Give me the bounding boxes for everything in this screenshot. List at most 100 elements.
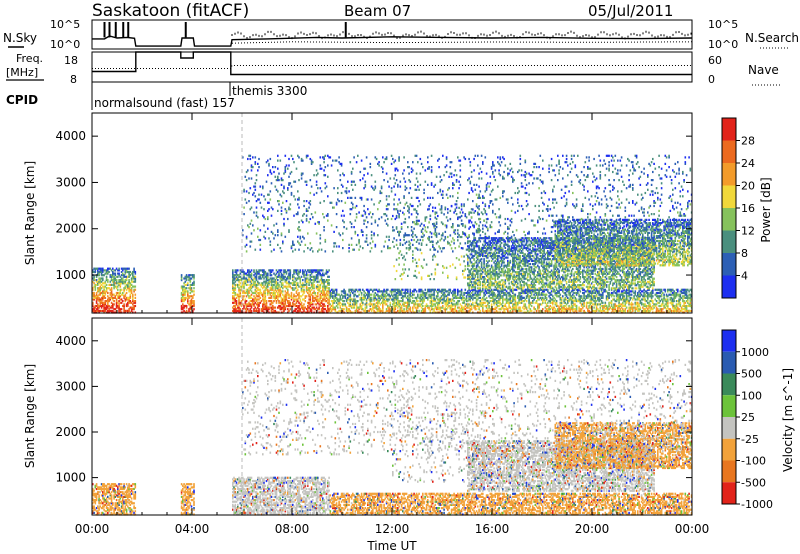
power-cell <box>652 308 654 311</box>
power-cell <box>107 303 109 306</box>
power-cell <box>497 290 499 293</box>
power-cell <box>95 267 98 270</box>
power-cell <box>632 290 634 293</box>
power-cell <box>570 290 573 293</box>
power-cell <box>338 298 340 301</box>
power-cell <box>260 274 263 277</box>
power-cell <box>232 279 234 282</box>
power-cell <box>655 300 658 303</box>
power-cell <box>509 290 512 293</box>
power-cell <box>279 293 282 296</box>
power-cell <box>320 301 323 304</box>
power-cell <box>280 300 283 303</box>
power-cell <box>267 285 269 288</box>
power-cell <box>288 280 290 283</box>
power-cell <box>130 277 133 280</box>
power-cell <box>190 277 193 280</box>
power-cell <box>379 309 382 312</box>
power-cell <box>107 298 109 301</box>
power-cell <box>687 301 689 304</box>
power-cell <box>673 293 675 296</box>
power-cell <box>104 290 107 293</box>
power-cell <box>538 298 540 301</box>
power-cell <box>299 277 302 280</box>
power-cell <box>297 298 299 301</box>
power-cell <box>238 300 240 303</box>
power-cell <box>403 291 405 295</box>
power-cell <box>100 280 103 283</box>
power-cell <box>282 293 284 296</box>
power-cell <box>103 291 105 295</box>
power-cell <box>284 275 287 278</box>
power-cell <box>234 298 237 301</box>
power-cell <box>549 304 552 308</box>
power-cell <box>383 293 385 296</box>
power-cell <box>435 301 438 304</box>
power-cell <box>237 279 239 282</box>
power-cell <box>604 301 607 304</box>
power-cell <box>389 309 392 312</box>
power-cell <box>598 290 600 293</box>
power-cell <box>353 306 355 309</box>
power-cell <box>182 285 184 288</box>
power-cell <box>305 285 308 288</box>
power-cell <box>543 293 545 296</box>
power-cell <box>404 234 407 237</box>
power-cell <box>583 288 585 291</box>
power-cell <box>269 296 272 299</box>
power-cell <box>248 290 250 293</box>
power-cell <box>474 221 477 224</box>
power-cell <box>613 298 615 301</box>
power-cell <box>487 300 489 303</box>
power-cell <box>393 308 395 311</box>
power-cell <box>298 309 300 312</box>
power-cell <box>455 301 458 304</box>
power-cell <box>444 308 447 311</box>
power-cell <box>403 304 405 308</box>
power-cell <box>477 293 479 296</box>
power-cell <box>294 303 297 306</box>
power-cell <box>273 272 275 275</box>
power-cell <box>503 304 505 308</box>
power-cell <box>234 270 237 274</box>
power-cell <box>237 274 239 277</box>
power-cell <box>437 306 439 309</box>
power-cell <box>395 293 398 296</box>
power-cell <box>180 296 183 299</box>
power-cell <box>448 291 450 295</box>
power-cell <box>97 267 99 270</box>
power-cell <box>120 270 123 274</box>
power-cell <box>307 280 309 283</box>
power-cell <box>603 309 605 312</box>
power-cell <box>545 298 548 301</box>
power-cell <box>233 298 235 301</box>
power-cell <box>437 214 439 218</box>
power-cell <box>245 291 248 295</box>
power-cell <box>537 298 539 301</box>
power-cell <box>452 223 454 226</box>
power-cell <box>412 301 414 304</box>
power-cell <box>99 267 102 270</box>
power-cell <box>127 287 129 290</box>
power-cell <box>533 290 535 293</box>
power-cell <box>188 274 190 277</box>
power-cell <box>324 287 327 290</box>
power-cell <box>657 296 659 299</box>
power-cell <box>434 255 437 258</box>
power-cell <box>685 308 688 311</box>
power-cell <box>245 288 248 291</box>
power-cell <box>408 296 410 299</box>
power-cell <box>509 306 512 309</box>
power-cell <box>634 308 637 311</box>
power-cell <box>259 296 262 299</box>
power-cell <box>477 284 479 287</box>
power-cell <box>493 308 495 311</box>
power-cell <box>398 300 400 303</box>
power-cell <box>472 303 474 306</box>
power-cell <box>317 300 319 303</box>
power-cell <box>438 232 440 235</box>
power-cell <box>332 308 334 311</box>
power-cell <box>377 309 379 312</box>
power-cell <box>262 274 264 277</box>
power-cell <box>244 279 247 282</box>
